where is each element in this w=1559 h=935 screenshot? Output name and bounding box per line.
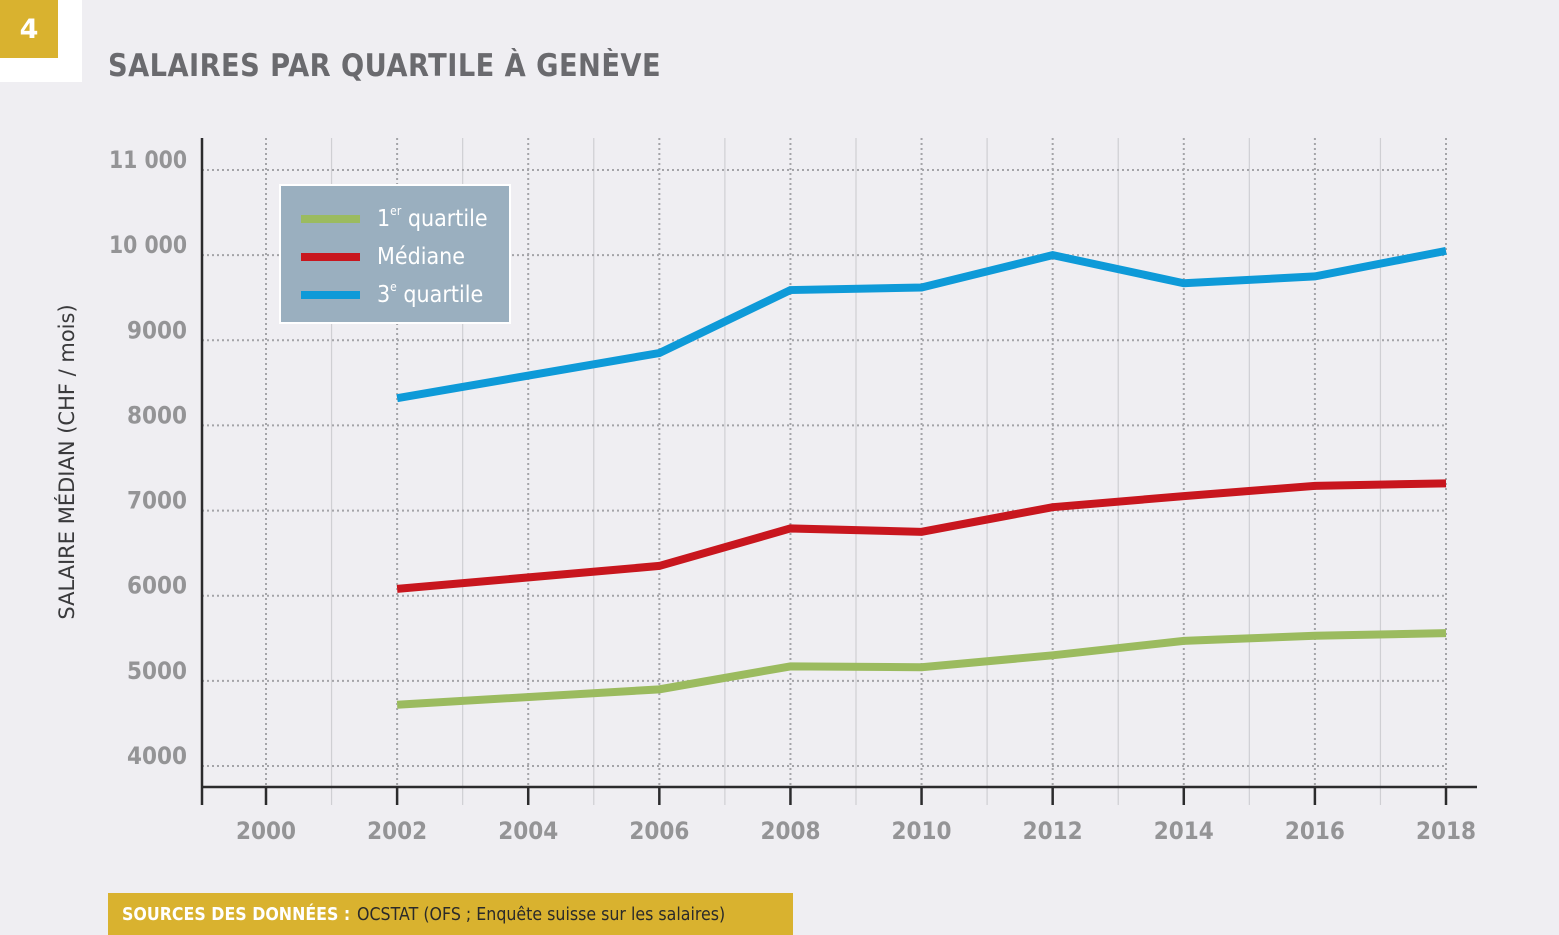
legend-swatch-blue: [301, 291, 360, 299]
figure-number-badge: 4: [0, 0, 58, 58]
x-tick-label: 2000: [236, 817, 296, 845]
source-text: OCSTAT (OFS ; Enquête suisse sur les sal…: [357, 903, 726, 925]
legend-item-1st-quartile: 1er quartile: [301, 204, 500, 234]
y-tick-label: 8000: [127, 401, 187, 429]
x-tick-label: 2012: [1023, 817, 1083, 845]
x-tick-label: 2018: [1416, 817, 1476, 845]
x-tick-label: 2010: [892, 817, 952, 845]
legend-label: 3e quartile: [377, 280, 484, 308]
data-source-footer: SOURCES DES DONNÉES : OCSTAT (OFS ; Enqu…: [108, 893, 793, 935]
series-line-m-diane: [396, 479, 1447, 593]
chart-title: SALAIRES PAR QUARTILE À GENÈVE: [108, 48, 662, 84]
y-tick-label: 6000: [127, 572, 187, 600]
series-lines: [396, 246, 1447, 709]
y-tick-label: 4000: [127, 742, 187, 770]
x-tick-labels: 2000 2002 2004 2006 2008 2010 2012 2014 2016 2018: [236, 817, 1476, 845]
source-label: SOURCES DES DONNÉES :: [122, 903, 351, 925]
legend-item-median: Médiane: [301, 242, 475, 272]
x-tick-label: 2002: [367, 817, 427, 845]
legend-swatch-red: [301, 253, 360, 261]
legend-label: Médiane: [377, 244, 466, 270]
y-tick-label: 10 000: [109, 231, 187, 259]
legend: 1er quartile Médiane 3e quartile: [279, 184, 511, 324]
y-tick-label: 9000: [127, 316, 187, 344]
legend-swatch-green: [301, 215, 360, 223]
axes: [200, 138, 1477, 805]
x-tick-label: 2006: [629, 817, 689, 845]
x-tick-label: 2016: [1285, 817, 1345, 845]
y-axis-label: SALAIRE MÉDIAN (CHF / mois): [54, 304, 79, 619]
y-tick-label: 5000: [127, 657, 187, 685]
x-tick-label: 2004: [498, 817, 558, 845]
y-tick-labels: 4000 5000 6000 7000 8000 9000 10 000 11 000: [109, 146, 187, 770]
x-tick-label: 2014: [1154, 817, 1214, 845]
y-tick-label: 11 000: [109, 146, 187, 174]
x-tick-label: 2008: [760, 817, 820, 845]
series-line-1er-quartile: [396, 629, 1447, 709]
series-line-3e-quartile: [396, 246, 1447, 403]
legend-label: 1er quartile: [377, 204, 488, 232]
legend-item-3rd-quartile: 3e quartile: [301, 280, 495, 310]
y-tick-label: 7000: [127, 487, 187, 515]
